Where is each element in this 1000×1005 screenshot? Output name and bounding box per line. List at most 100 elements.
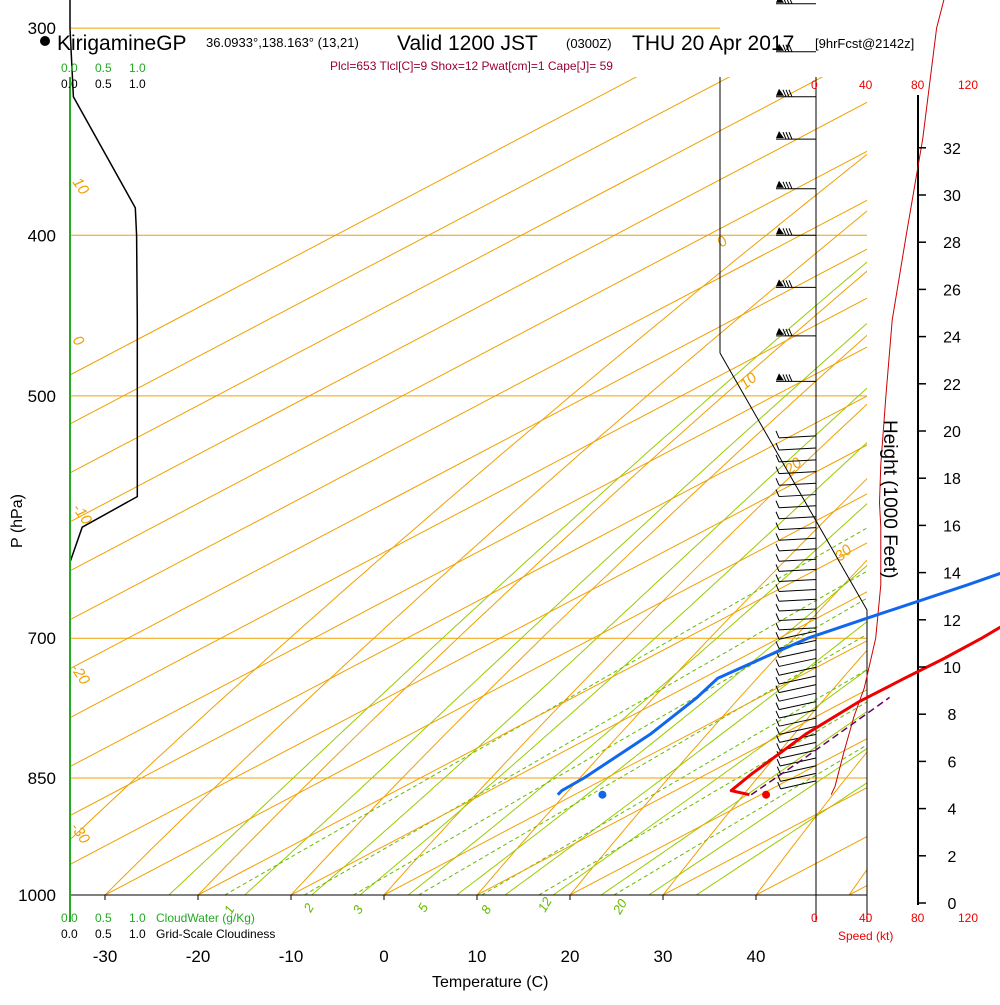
wind-barb-feather-icon [789, 132, 792, 139]
valid-date: THU 20 Apr 2017 [632, 32, 794, 55]
moist-adiabat-lines [131, 0, 1000, 930]
wind-barb-feather-icon [789, 182, 792, 189]
wind-barb-pennant-icon [776, 328, 784, 335]
speed-tick-top: 80 [911, 78, 925, 92]
mixing-ratio-label: 20 [609, 896, 630, 918]
wind-barb-pennant-icon [776, 373, 784, 380]
isotherm-line [0, 0, 1000, 895]
wind-barb-pennant-icon [776, 131, 784, 138]
mixing-ratio-label: 3 [350, 902, 367, 916]
isotherm-line [384, 0, 1000, 895]
pressure-tick-label: 500 [28, 387, 56, 406]
moist-adiabat-line [550, 0, 1000, 930]
mixing-ratio-label: 5 [415, 900, 432, 914]
isotherm-line [0, 0, 1000, 895]
height-axis-label: Height (1000 Feet) [879, 420, 900, 578]
moist-adiabat-line [503, 0, 1000, 930]
wind-barb-pennant-icon [776, 0, 784, 3]
speed-scale-top: 0 40 80 120 [811, 78, 978, 92]
moist-adiabat-line [364, 0, 1000, 930]
sounding-profiles [558, 0, 1000, 799]
wind-barb-feather-icon [776, 594, 779, 601]
valid-zulu: (0300Z) [566, 36, 612, 51]
wind-barb-feather-icon [786, 182, 789, 189]
mixing-ratio-line [482, 235, 1000, 895]
speed-tick-bottom: 120 [958, 911, 978, 925]
height-tick-label: 20 [943, 424, 961, 441]
surface-dewpoint-marker [598, 791, 606, 799]
mixing-ratio-label: 2 [300, 900, 317, 915]
speed-tick-bottom: 40 [859, 911, 873, 925]
cloudiness-tick-top: 0.5 [95, 77, 112, 91]
wind-barb-icon [779, 599, 816, 601]
wind-barb-icon [779, 528, 816, 530]
cloudiness-tick-bottom: 0.0 [61, 927, 78, 941]
height-tick-label: 8 [948, 707, 957, 724]
wind-barb-feather-icon [776, 677, 779, 684]
pressure-tick-label: 700 [28, 629, 56, 648]
temperature-tick-label: 0 [379, 947, 388, 966]
isotherm-line [0, 0, 1000, 895]
height-tick-label: 26 [943, 282, 961, 299]
temperature-tick-label: 40 [747, 947, 766, 966]
isotherm-line [0, 0, 1000, 895]
mixing-ratio-label: 8 [478, 902, 495, 916]
pressure-tick-label: 300 [28, 19, 56, 38]
wind-barb-feather-icon [776, 659, 779, 666]
isotherm-line [105, 0, 1000, 895]
cloud-scale-bottom: 0.0 0.5 1.0 CloudWater (g/Kg) 0.0 0.5 1.… [61, 911, 275, 941]
wind-barb-feather-icon [789, 228, 792, 235]
wind-barb-icon [779, 667, 816, 675]
valid-time: Valid 1200 JST [397, 32, 538, 55]
cloudiness-tick-top: 0.0 [61, 77, 78, 91]
isotherm-lines [0, 0, 1000, 895]
isobar-lines [70, 0, 867, 895]
wind-barb-icon [779, 702, 816, 710]
height-tick-label: 28 [943, 235, 961, 252]
wind-barb-feather-icon [776, 703, 779, 710]
stability-indices: Plcl=653 Tlcl[C]=9 Shox=12 Pwat[cm]=1 Ca… [330, 59, 613, 73]
station-coords: 36.0933°,138.163° (13,21) [206, 35, 359, 50]
wind-barb-feather-icon [777, 759, 780, 766]
speed-tick-bottom: 80 [911, 911, 925, 925]
wind-barb-icon [779, 436, 816, 438]
chart-header: KirigamineGP 36.0933°,138.163° (13,21) V… [40, 32, 914, 73]
wind-barb-icon [781, 781, 816, 789]
mixing-ratio-line [419, 235, 1000, 895]
mixing-ratio-line [614, 235, 1000, 895]
wind-barb-feather-icon [789, 0, 792, 4]
cloudiness-tick-top: 1.0 [129, 77, 146, 91]
wind-barb-feather-icon [776, 711, 779, 718]
cloudwater-tick-bottom: 0.5 [95, 911, 112, 925]
cloudiness-label: Grid-Scale Cloudiness [156, 927, 275, 941]
dry-adiabat-line [0, 0, 1000, 930]
isotherm-line [0, 0, 1000, 895]
pressure-tick-label: 1000 [18, 886, 56, 905]
height-tick-label: 18 [943, 471, 961, 488]
wind-barb-icon [779, 538, 816, 540]
isotherm-line [0, 0, 1000, 895]
x-axis-label: Temperature (C) [432, 974, 548, 991]
wind-barb-feather-icon [789, 374, 792, 381]
dry-adiabat-line [919, 0, 1000, 930]
cloudwater-tick-top: 0.5 [95, 61, 112, 75]
wind-barb-feather-icon [776, 719, 779, 726]
cloudwater-tick-bottom: 0.0 [61, 911, 78, 925]
speed-axis-label: Speed (kt) [838, 929, 893, 943]
height-tick-label: 10 [943, 660, 961, 677]
speed-tick-top: 0 [811, 78, 818, 92]
height-tick-label: 32 [943, 141, 961, 158]
wind-barb-icon [779, 710, 816, 718]
height-tick-label: 12 [943, 613, 961, 630]
temperature-tick-label: 10 [468, 947, 487, 966]
isotherm-line [0, 0, 1000, 895]
station-name: KirigamineGP [57, 32, 187, 55]
forecast-tag: [9hrFcst@2142z] [815, 36, 914, 51]
wind-barb-feather-icon [786, 0, 789, 4]
speed-tick-top: 120 [958, 78, 978, 92]
wind-barb-feather-icon [783, 0, 786, 4]
wind-barb-feather-icon [776, 668, 779, 675]
temperature-tick-label: 30 [654, 947, 673, 966]
speed-tick-bottom: 0 [811, 911, 818, 925]
